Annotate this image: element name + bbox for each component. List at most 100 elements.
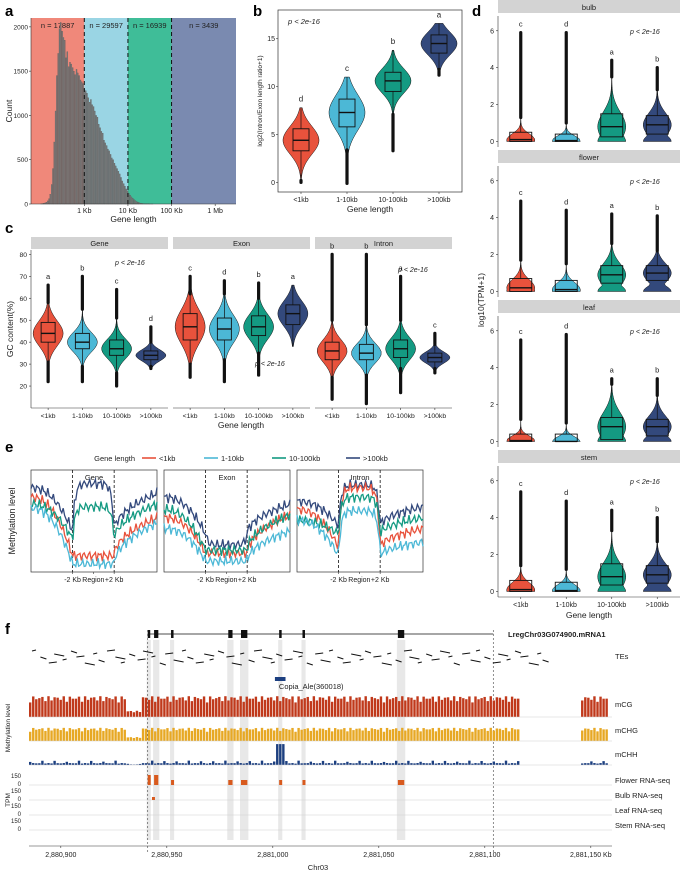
te-element bbox=[448, 655, 453, 658]
te-element bbox=[209, 658, 214, 661]
panel-c-gc-violins: Gene <1kb a 1-10kb b 10-100kb c >100kb d Exon <1kb… bbox=[5, 237, 452, 430]
meth-bar bbox=[157, 696, 160, 717]
meth-bar bbox=[276, 727, 279, 741]
meth-bar bbox=[47, 696, 50, 717]
meth-bar bbox=[413, 730, 416, 741]
meth-bar bbox=[385, 696, 389, 717]
facet-title-0: Gene bbox=[85, 473, 103, 482]
exon-block-5 bbox=[279, 630, 282, 638]
meth-bar bbox=[62, 763, 65, 765]
y-tick-label: 1500 bbox=[14, 69, 29, 76]
te-element bbox=[462, 652, 471, 655]
copia-te-label: Copia_Ale(360018) bbox=[279, 682, 344, 691]
meth-bar bbox=[404, 700, 407, 717]
meth-bar bbox=[233, 728, 236, 741]
p-value-annotation: p < 2e-16 bbox=[629, 479, 660, 486]
te-element bbox=[120, 661, 125, 664]
y-axis-title: log2(Intron/Exon length ratio+1) bbox=[257, 55, 264, 146]
meth-bar bbox=[276, 744, 279, 765]
y-tick-label: 2 bbox=[490, 252, 494, 259]
meth-bar bbox=[212, 729, 215, 741]
exon-block-2 bbox=[171, 630, 174, 638]
meth-bar bbox=[452, 727, 456, 741]
significance-letter: b bbox=[655, 203, 659, 212]
meth-bar bbox=[218, 763, 221, 765]
histogram-bar bbox=[53, 141, 55, 205]
meth-bar bbox=[99, 763, 102, 765]
meth-bar bbox=[477, 763, 480, 765]
meth-bar bbox=[477, 699, 480, 717]
histogram-bar bbox=[69, 62, 71, 205]
meth-bar bbox=[465, 763, 468, 765]
meth-bar bbox=[230, 728, 233, 741]
meth-bar bbox=[93, 728, 96, 741]
panel-label-d: d bbox=[472, 3, 481, 20]
region-count-label-1: n = 29597 bbox=[89, 21, 123, 30]
meth-bar bbox=[279, 744, 282, 765]
facet-strip-1 bbox=[173, 237, 310, 249]
histogram-bar bbox=[104, 142, 106, 205]
meth-bar bbox=[382, 702, 386, 717]
track-label-rna-0: Flower RNA-seq bbox=[615, 776, 670, 785]
meth-bar bbox=[459, 728, 462, 741]
meth-bar bbox=[160, 698, 163, 717]
histogram-bar bbox=[61, 31, 63, 205]
profile-line-2-0 bbox=[296, 480, 424, 550]
x-tick-label: Region bbox=[348, 577, 370, 584]
meth-bar bbox=[41, 728, 44, 741]
histogram-bar bbox=[107, 148, 109, 205]
meth-bar bbox=[56, 763, 59, 765]
te-element bbox=[315, 652, 324, 655]
meth-bar bbox=[315, 763, 319, 765]
histogram-bar bbox=[56, 75, 58, 205]
meth-bar bbox=[111, 763, 114, 765]
facet-strip-1 bbox=[498, 150, 680, 163]
meth-bar bbox=[199, 699, 203, 717]
meth-bar bbox=[605, 729, 608, 741]
legend-label-0: <1kb bbox=[159, 454, 175, 463]
meth-bar bbox=[498, 763, 502, 765]
tpm-tick-label-high: 150 bbox=[11, 774, 22, 780]
meth-bar bbox=[358, 697, 361, 717]
te-element bbox=[351, 653, 362, 657]
meth-bar bbox=[99, 727, 102, 741]
y-tick-label: 0 bbox=[490, 139, 494, 146]
meth-bar bbox=[422, 696, 425, 717]
meth-bar bbox=[318, 763, 322, 765]
meth-bar bbox=[422, 728, 425, 741]
profile-line-1-2 bbox=[163, 503, 291, 557]
facet-frame-0 bbox=[30, 469, 158, 573]
significance-letter: c bbox=[433, 320, 437, 329]
meth-bar bbox=[151, 760, 154, 765]
meth-bar bbox=[315, 700, 319, 717]
meth-bar bbox=[147, 763, 151, 765]
meth-bar bbox=[53, 728, 56, 741]
meth-bar bbox=[306, 763, 309, 765]
meth-bar bbox=[324, 699, 328, 717]
c2-box-1 bbox=[358, 343, 374, 361]
meth-bar bbox=[596, 763, 599, 765]
meth-bar bbox=[373, 763, 377, 765]
meth-track-1 bbox=[29, 727, 608, 741]
meth-bar bbox=[260, 696, 264, 717]
meth-bar bbox=[102, 730, 105, 741]
rna-flower-bar-2 bbox=[171, 780, 175, 785]
meth-bar bbox=[355, 763, 358, 765]
significance-letter: a bbox=[399, 263, 404, 272]
meth-bar bbox=[593, 763, 596, 765]
profile-line-0-1 bbox=[30, 503, 158, 571]
d1-box-1 bbox=[554, 279, 578, 292]
d0-box-1 bbox=[554, 133, 578, 142]
histogram-bar bbox=[77, 72, 79, 205]
histogram-bar bbox=[73, 70, 75, 205]
histogram-bar bbox=[49, 194, 51, 205]
meth-bar bbox=[285, 761, 288, 765]
meth-bar bbox=[236, 699, 239, 717]
meth-bar bbox=[282, 744, 285, 765]
te-element bbox=[373, 655, 382, 658]
meth-bar bbox=[172, 696, 175, 717]
meth-bar bbox=[492, 700, 495, 717]
p-value-gene: p < 2e-16 bbox=[114, 260, 145, 267]
meth-bar bbox=[431, 760, 434, 765]
meth-track-2 bbox=[29, 744, 608, 765]
